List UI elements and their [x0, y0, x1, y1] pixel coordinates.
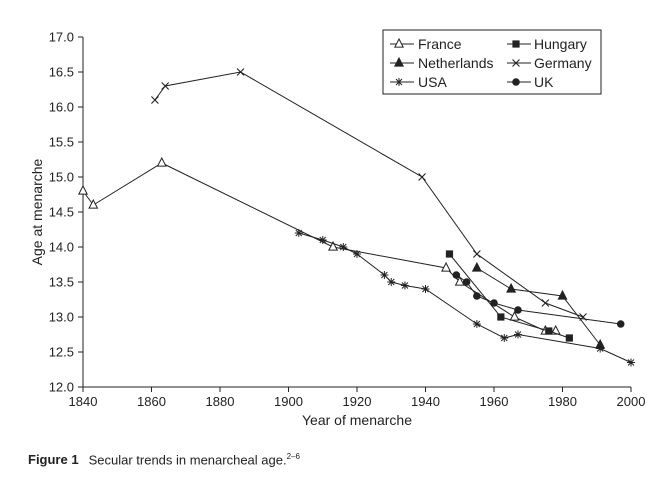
data-point-france: [441, 261, 452, 272]
data-point-hungary: [445, 250, 454, 258]
series-germany: [151, 68, 587, 321]
legend-entry-germany: Germany: [507, 55, 592, 71]
series-layer: [77, 68, 635, 367]
data-point-germany: [418, 173, 426, 181]
data-point-usa: [472, 320, 481, 328]
y-tick-label: 13.0: [49, 310, 74, 325]
y-tick-label: 14.5: [49, 205, 74, 220]
data-point-france: [454, 275, 465, 286]
data-point-uk: [473, 292, 481, 300]
data-point-usa: [380, 271, 389, 279]
data-point-usa: [294, 229, 303, 237]
axes: 1840 1860 1880 1900 1920 1940 1960 1980 2000 12.0…: [49, 30, 646, 410]
x-tick-label: 1880: [206, 394, 235, 409]
data-point-germany: [472, 250, 481, 258]
data-point-uk: [490, 299, 498, 307]
figure-caption: Figure 1 Secular trends in menarcheal age…: [28, 452, 300, 467]
y-tick-label: 12.5: [49, 345, 74, 360]
series-line-netherlands: [476, 267, 601, 346]
data-point-usa: [318, 236, 327, 244]
series-usa: [294, 229, 635, 367]
data-point-germany: [151, 96, 159, 104]
data-point-netherlands: [471, 261, 482, 272]
series-hungary: [445, 250, 573, 342]
legend-marker-germany: [512, 59, 520, 67]
x-tick-label: 1920: [343, 394, 372, 409]
legend-label-hungary: Hungary: [534, 36, 587, 52]
legend-entry-france: France: [390, 36, 462, 52]
data-point-usa: [400, 281, 409, 290]
series-line-germany: [154, 71, 584, 318]
data-point-germany: [236, 68, 245, 76]
y-tick-label: 16.0: [49, 100, 74, 115]
legend-marker-netherlands: [393, 56, 405, 67]
data-point-netherlands: [506, 282, 517, 293]
data-point-usa: [353, 250, 361, 258]
data-point-hungary: [545, 327, 553, 335]
series-line-france: [82, 162, 556, 332]
legend-marker-usa: [395, 78, 403, 86]
data-point-france: [88, 198, 99, 209]
data-point-usa: [421, 285, 430, 293]
data-point-france: [156, 156, 167, 167]
data-point-france: [77, 184, 89, 195]
x-axis-title: Year of menarche: [302, 412, 412, 428]
legend-box: [382, 29, 602, 95]
x-tick-label: 1840: [69, 394, 98, 409]
x-tick-label: 1860: [137, 394, 166, 409]
data-point-uk: [462, 278, 471, 286]
y-tick-label: 12.0: [49, 380, 74, 395]
figure-label: Figure 1: [28, 452, 79, 468]
series-line-usa: [298, 232, 632, 363]
legend-entry-uk: UK: [507, 74, 554, 90]
data-point-usa: [500, 334, 509, 342]
series-line-hungary: [449, 253, 570, 339]
legend-marker-uk: [512, 78, 520, 86]
legend-label-netherlands: Netherlands: [418, 55, 494, 71]
data-point-france: [328, 240, 339, 251]
caption-text: Secular trends in menarcheal age.: [88, 452, 287, 468]
x-tick-label: 1980: [548, 394, 577, 409]
data-point-germany: [541, 299, 550, 307]
data-point-netherlands: [557, 289, 568, 300]
x-tick-label: 2000: [617, 394, 646, 409]
series-uk: [452, 271, 625, 328]
legend-label-uk: UK: [534, 74, 554, 90]
caption-references: 2–6: [286, 452, 300, 461]
data-point-hungary: [565, 334, 573, 342]
legend-marker-hungary: [512, 40, 520, 48]
chart: 1840 1860 1880 1900 1920 1940 1960 1980 2000 12.0…: [29, 29, 646, 428]
y-tick-label: 13.5: [49, 275, 74, 290]
data-point-uk: [616, 320, 625, 328]
x-tick-label: 1940: [411, 394, 440, 409]
data-point-usa: [387, 278, 396, 286]
y-tick-label: 17.0: [49, 30, 74, 45]
x-tick-label: 1960: [480, 394, 509, 409]
y-tick-label: 14.0: [49, 240, 74, 255]
y-tick-label: 16.5: [49, 65, 74, 80]
x-tick-label: 1900: [274, 394, 303, 409]
data-point-uk: [452, 271, 461, 279]
legend-marker-france: [393, 37, 405, 48]
legend-entry-netherlands: Netherlands: [390, 55, 494, 71]
legend-label-germany: Germany: [534, 55, 592, 71]
y-tick-label: 15.0: [49, 170, 74, 185]
y-tick-label: 15.5: [49, 135, 74, 150]
data-point-usa: [596, 344, 605, 353]
data-point-hungary: [497, 313, 505, 321]
series-france: [77, 156, 561, 335]
legend: France Hungary Netherlands Germany USA UK: [382, 29, 602, 95]
series-line-uk: [456, 274, 621, 325]
legend-entry-hungary: Hungary: [507, 36, 587, 52]
data-point-usa: [339, 243, 348, 251]
data-point-uk: [514, 306, 522, 314]
data-point-france: [509, 310, 520, 321]
data-point-usa: [513, 330, 522, 339]
legend-label-usa: USA: [418, 74, 447, 90]
y-axis-title: Age at menarche: [29, 158, 45, 265]
legend-label-france: France: [418, 36, 462, 52]
data-point-usa: [627, 358, 635, 367]
data-point-germany: [161, 82, 170, 90]
legend-entry-usa: USA: [390, 74, 447, 90]
